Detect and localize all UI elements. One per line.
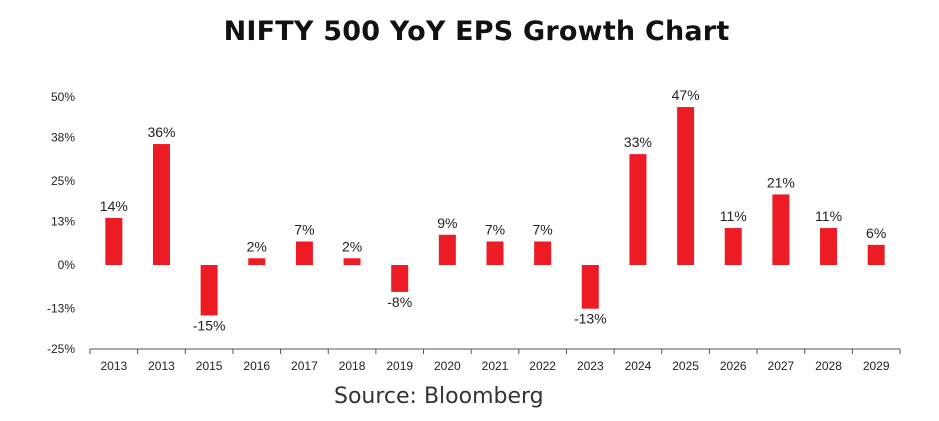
x-tick-label: 2022 bbox=[529, 359, 556, 373]
bar bbox=[200, 265, 218, 316]
bar bbox=[724, 228, 742, 265]
bar bbox=[677, 107, 695, 265]
y-axis: 50% 38% 25% 13% 0% -13% -25% bbox=[47, 90, 75, 356]
data-label: 2% bbox=[247, 238, 267, 254]
x-axis: 2013 2013 2015 2016 2017 2018 2019 2020 2021 2022… bbox=[89, 348, 901, 373]
x-tick-label: 2024 bbox=[625, 359, 652, 373]
data-labels: 14% 36% -15% 2% 7% 2% -8% 9% 7% 7% -13% 33% 47% 11% 21… bbox=[100, 87, 886, 333]
bar bbox=[152, 144, 170, 265]
bars bbox=[105, 107, 885, 316]
x-tick-label: 2017 bbox=[291, 359, 318, 373]
chart-title: NIFTY 500 YoY EPS Growth Chart bbox=[223, 16, 730, 47]
bar bbox=[438, 234, 456, 265]
data-label: 33% bbox=[624, 134, 652, 150]
bar bbox=[772, 194, 790, 265]
y-tick-label: -25% bbox=[47, 342, 75, 356]
y-tick-label: 25% bbox=[51, 174, 75, 188]
data-label: 7% bbox=[533, 221, 553, 237]
bar bbox=[248, 258, 266, 265]
data-label: 7% bbox=[485, 221, 505, 237]
data-label: 36% bbox=[147, 124, 175, 140]
data-label: -15% bbox=[193, 317, 226, 333]
x-tick-label: 2018 bbox=[339, 359, 366, 373]
bar bbox=[820, 228, 838, 265]
data-label: 14% bbox=[100, 198, 128, 214]
x-tick-label: 2020 bbox=[434, 359, 461, 373]
y-tick-label: 38% bbox=[51, 130, 75, 144]
data-label: 6% bbox=[866, 225, 886, 241]
x-tick-label: 2027 bbox=[768, 359, 795, 373]
data-label: 9% bbox=[437, 215, 457, 231]
data-label: 11% bbox=[815, 208, 842, 224]
x-tick-label: 2023 bbox=[577, 359, 604, 373]
bar bbox=[867, 244, 885, 265]
data-label: 21% bbox=[767, 174, 795, 190]
x-tick-label: 2021 bbox=[482, 359, 509, 373]
x-tick-label: 2015 bbox=[196, 359, 223, 373]
x-tick-label: 2016 bbox=[243, 359, 270, 373]
bar bbox=[581, 265, 599, 309]
data-label: 47% bbox=[672, 87, 700, 103]
y-tick-label: -13% bbox=[47, 302, 75, 316]
data-label: -13% bbox=[574, 311, 607, 327]
x-tick-label: 2025 bbox=[672, 359, 699, 373]
bar bbox=[295, 241, 313, 265]
x-tick-label: 2013 bbox=[148, 359, 175, 373]
bar bbox=[391, 265, 409, 292]
data-label: 7% bbox=[294, 221, 314, 237]
y-tick-label: 0% bbox=[58, 258, 76, 272]
data-label: 11% bbox=[720, 208, 747, 224]
bar bbox=[105, 217, 123, 265]
x-tick-label: 2019 bbox=[386, 359, 413, 373]
data-label: -8% bbox=[387, 294, 412, 310]
y-tick-label: 13% bbox=[51, 214, 75, 228]
y-tick-label: 50% bbox=[51, 90, 75, 104]
x-tick-label: 2013 bbox=[100, 359, 127, 373]
x-tick-label: 2026 bbox=[720, 359, 747, 373]
x-tick-label: 2028 bbox=[815, 359, 842, 373]
bar bbox=[629, 154, 647, 265]
source-note: Source: Bloomberg bbox=[334, 384, 544, 409]
data-label: 2% bbox=[342, 238, 362, 254]
x-tick-label: 2029 bbox=[863, 359, 890, 373]
bar bbox=[534, 241, 552, 265]
bar bbox=[343, 258, 361, 265]
bar bbox=[486, 241, 504, 265]
